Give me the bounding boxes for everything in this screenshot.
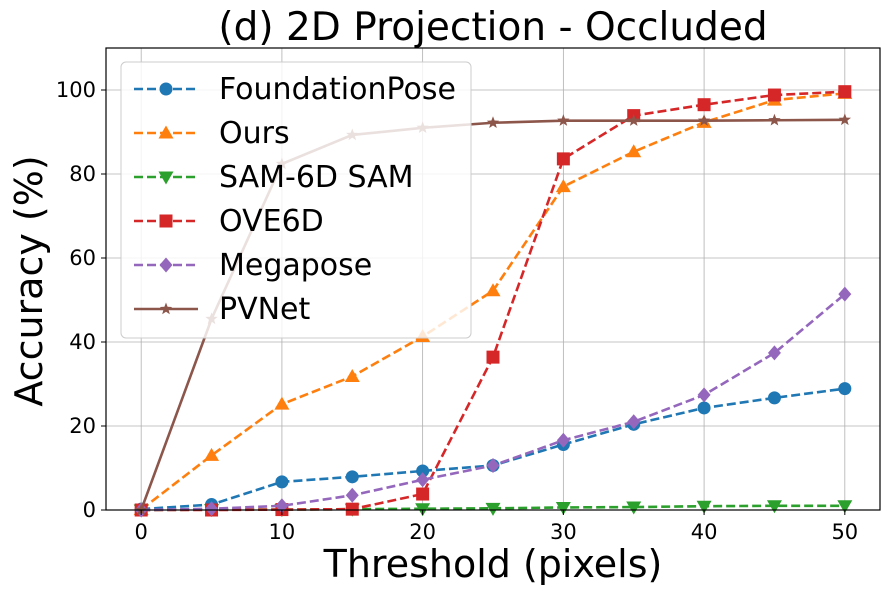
data-point-sam-6d-sam xyxy=(485,502,501,516)
data-point-megapose xyxy=(627,414,641,430)
data-point-pvnet xyxy=(838,113,851,126)
data-point-foundationpose xyxy=(416,464,430,478)
legend-entry-ours: Ours xyxy=(134,116,290,151)
data-point-ours xyxy=(626,144,642,158)
legend-label-ours: Ours xyxy=(219,116,290,151)
legend-label-sam-6d-sam: SAM-6D SAM xyxy=(219,160,414,195)
x-tick-label: 40 xyxy=(691,520,718,544)
data-point-sam-6d-sam xyxy=(766,500,782,514)
data-point-ours xyxy=(274,396,290,410)
data-point-sam-6d-sam xyxy=(696,500,712,514)
x-axis-label: Threshold (pixels) xyxy=(323,542,663,586)
x-tick-label: 0 xyxy=(134,520,147,544)
x-tick-label: 20 xyxy=(409,520,436,544)
legend-marker-ours xyxy=(158,125,174,139)
y-tick-label: 20 xyxy=(69,414,96,438)
chart-title: (d) 2D Projection - Occluded xyxy=(218,5,767,50)
data-point-pvnet xyxy=(768,113,781,126)
data-point-foundationpose xyxy=(345,470,359,484)
data-point-ove6d xyxy=(345,502,359,516)
legend-entry-megapose: Megapose xyxy=(134,248,372,283)
legend-label-ove6d: OVE6D xyxy=(219,204,324,239)
data-point-sam-6d-sam xyxy=(626,501,642,515)
x-tick-label: 30 xyxy=(550,520,577,544)
x-tick-label: 10 xyxy=(269,520,296,544)
data-point-ours xyxy=(344,368,360,382)
data-point-pvnet xyxy=(697,114,711,126)
data-point-ove6d xyxy=(838,85,852,99)
data-point-ove6d xyxy=(767,88,781,102)
y-axis-label: Accuracy (%) xyxy=(7,155,51,406)
legend-entry-foundationpose: FoundationPose xyxy=(134,72,456,107)
data-point-ove6d xyxy=(486,350,500,364)
data-point-ove6d xyxy=(697,98,711,112)
data-point-sam-6d-sam xyxy=(555,501,571,515)
data-point-pvnet xyxy=(486,116,500,129)
x-tick-label: 50 xyxy=(831,520,858,544)
legend-marker-pvnet xyxy=(159,302,173,315)
data-point-megapose xyxy=(767,345,781,361)
data-point-pvnet xyxy=(135,503,148,516)
data-point-megapose xyxy=(556,432,570,448)
data-point-megapose xyxy=(205,501,219,517)
y-tick-label: 80 xyxy=(69,162,96,186)
data-point-ours xyxy=(555,179,571,193)
data-point-pvnet xyxy=(557,114,570,126)
data-point-foundationpose xyxy=(838,382,852,396)
data-point-foundationpose xyxy=(697,401,711,415)
data-point-ove6d xyxy=(416,487,430,501)
legend-label-pvnet: PVNet xyxy=(219,292,311,327)
y-tick-label: 0 xyxy=(83,498,96,522)
data-point-megapose xyxy=(838,286,852,302)
data-point-ours xyxy=(204,447,220,461)
data-point-ours xyxy=(485,283,501,297)
plot-frame xyxy=(105,47,881,511)
legend-box xyxy=(120,61,472,339)
data-point-pvnet xyxy=(627,114,640,126)
legend-label-foundationpose: FoundationPose xyxy=(219,72,456,107)
legend: FoundationPose Ours SAM-6D SAM OVE6D Megapos… xyxy=(120,61,472,339)
data-point-foundationpose xyxy=(275,475,289,489)
y-tick-label: 100 xyxy=(56,78,96,102)
data-point-megapose xyxy=(345,487,359,503)
legend-marker-foundationpose xyxy=(159,82,173,96)
data-point-ove6d xyxy=(556,152,570,166)
axis-ticks: 0 10 20 30 40 50 0 20 40 60 80 100 xyxy=(56,78,858,544)
data-point-megapose xyxy=(416,472,430,488)
legend-entry-pvnet: PVNet xyxy=(134,292,311,327)
data-point-sam-6d-sam xyxy=(837,500,853,514)
legend-entry-sam-6d-sam: SAM-6D SAM xyxy=(134,160,414,195)
legend-marker-megapose xyxy=(159,257,173,273)
legend-marker-sam-6d-sam xyxy=(158,171,174,185)
y-tick-label: 60 xyxy=(69,246,96,270)
data-point-megapose xyxy=(486,457,500,473)
legend-entry-ove6d: OVE6D xyxy=(134,204,324,239)
data-point-megapose xyxy=(697,387,711,403)
y-tick-label: 40 xyxy=(69,330,96,354)
legend-marker-ove6d xyxy=(159,214,173,228)
legend-label-megapose: Megapose xyxy=(219,248,372,283)
data-point-foundationpose xyxy=(767,391,781,405)
